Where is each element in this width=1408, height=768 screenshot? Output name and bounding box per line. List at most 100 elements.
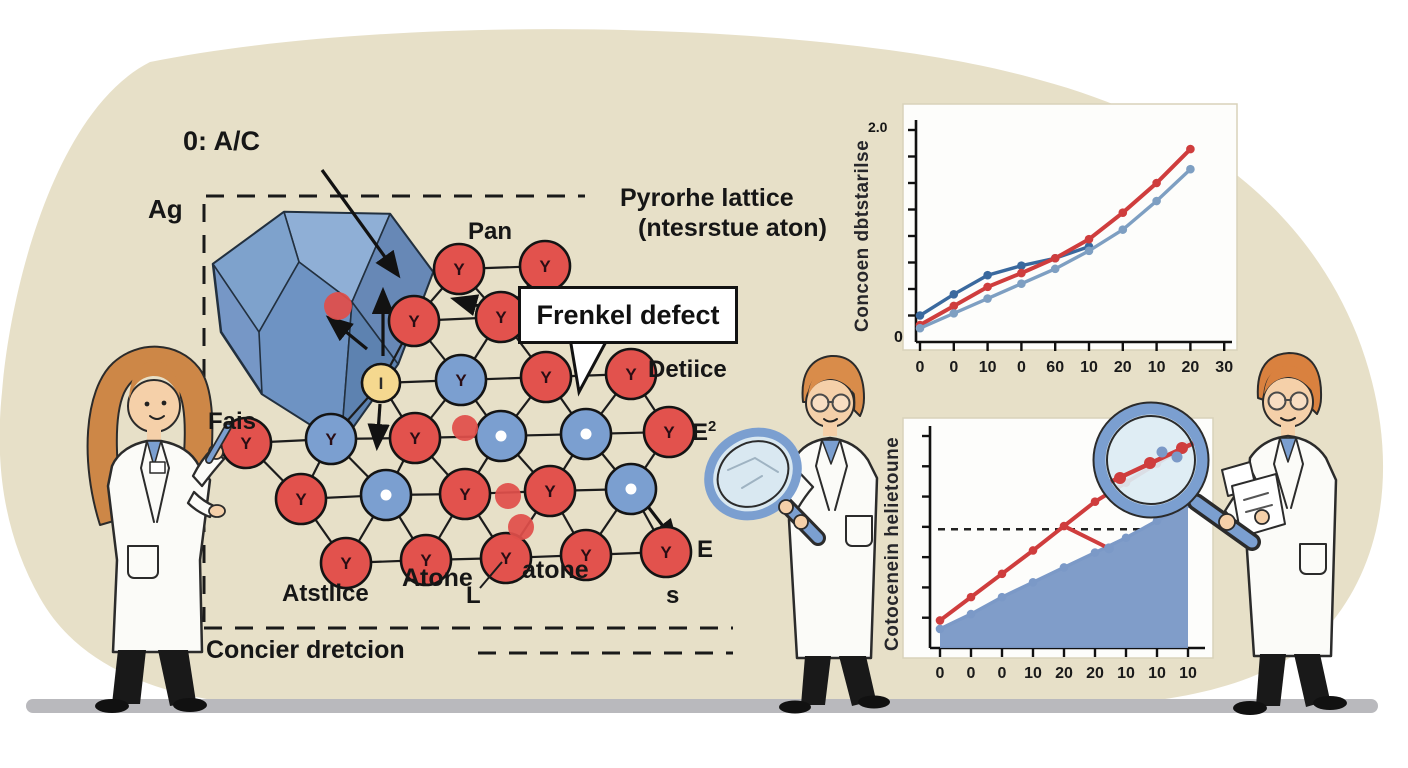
shoe — [779, 700, 811, 714]
atom-circle — [523, 464, 577, 518]
pants-leg — [112, 650, 146, 704]
pan-label: Pan — [468, 218, 513, 245]
scientist-middle — [775, 354, 890, 714]
shoe — [173, 698, 207, 712]
eye — [161, 400, 167, 406]
atom-circle — [559, 528, 613, 582]
atom-circle — [639, 525, 693, 579]
marker-light-blue — [983, 294, 992, 303]
lattice-atom-blue — [604, 462, 658, 516]
vacancy-dot — [380, 489, 392, 501]
marker-light-blue — [1084, 246, 1094, 256]
interstitial-dot — [508, 514, 534, 540]
atom-circle — [304, 412, 358, 466]
atom-letter: Y — [660, 543, 672, 562]
atom-circle — [387, 294, 441, 348]
atone-label: Atone — [402, 564, 473, 592]
atom-circle — [604, 347, 658, 401]
x-tick-label: 10 — [1080, 359, 1098, 376]
hand — [1218, 513, 1236, 531]
ground-line — [26, 699, 1378, 713]
defect-arrow — [325, 315, 369, 351]
x-tick-label: 10 — [979, 359, 997, 376]
marker-light-blue — [915, 323, 925, 333]
marker-light-blue — [1118, 225, 1128, 234]
marker-red — [1118, 208, 1128, 217]
lab-coat — [787, 436, 879, 660]
hand — [208, 504, 226, 518]
atom-circle — [274, 472, 328, 526]
atom-letter: Y — [408, 312, 420, 331]
x-tick-label: 20 — [1055, 665, 1073, 682]
marker-red — [1028, 546, 1038, 555]
marker-light-blue — [1186, 164, 1195, 174]
lattice-atom-blue — [559, 407, 613, 461]
shoe — [95, 699, 129, 713]
lattice-atom-red: Y — [438, 467, 492, 521]
x-tick-label: 0 — [949, 359, 958, 376]
atom-letter: Y — [540, 368, 552, 387]
lattice-atom-blue: Y — [434, 353, 488, 407]
hair-fringe — [129, 361, 180, 400]
atom-letter: Y — [453, 260, 465, 279]
marker-dark-blue — [915, 311, 925, 320]
hair-top — [808, 369, 855, 396]
lattice-atom-red: Y — [387, 294, 441, 348]
coat-pocket — [845, 515, 873, 547]
marker-red — [949, 301, 959, 311]
hand — [1254, 509, 1270, 525]
coat-lapels — [1273, 437, 1304, 509]
chart-top-panel — [902, 103, 1238, 351]
x-tick-label: 0 — [936, 665, 945, 682]
shirt — [1279, 437, 1297, 463]
vacancy-dot — [625, 483, 637, 495]
l-label-connector — [479, 561, 503, 589]
lattice-atom-red: Y — [523, 464, 577, 518]
atom-letter: Y — [340, 554, 352, 573]
marker-red — [1017, 268, 1026, 278]
magnifier-middle — [704, 427, 826, 546]
lattice-atom-red: Y — [642, 405, 696, 459]
chart-top-ytick-max: 2.0 — [868, 119, 888, 135]
marker-blue-area — [1121, 533, 1131, 543]
magnifier-rim — [704, 427, 802, 521]
atstlice-label: Atstlice — [282, 580, 369, 607]
chart-top: 0 0 10 0 60 10 20 10 20 30 — [908, 120, 1233, 376]
x-tick-label: 10 — [1148, 359, 1166, 376]
scientist-left — [86, 345, 232, 713]
frenkel-defect-callout: Frenkel defect — [518, 286, 738, 344]
marker-dark-blue — [1017, 261, 1026, 270]
lattice-atom-red: Y — [639, 525, 693, 579]
atom-circle — [642, 405, 696, 459]
x-tick-label: 10 — [1148, 665, 1166, 682]
x-tick-label: 20 — [1086, 665, 1104, 682]
lattice-atom-blue — [474, 409, 528, 463]
atom-circle — [388, 411, 442, 465]
lens-reflection-lines — [727, 456, 779, 489]
defect-arrow — [320, 169, 401, 279]
lattice-title-line1: Pyrorhe lattice — [620, 184, 794, 212]
lattice-boundary-dashed — [202, 194, 733, 655]
marker-blue-area — [966, 609, 976, 619]
e2-sup: 2 — [708, 419, 717, 435]
lattice-atom-red: Y — [274, 472, 328, 526]
smile — [149, 415, 165, 420]
marker-red — [1090, 497, 1100, 507]
glasses-lens — [1289, 391, 1309, 411]
pants-leg — [1294, 654, 1330, 707]
lens-magnified-content — [1104, 440, 1197, 487]
atom-letter: Y — [459, 485, 471, 504]
x-tick-label: 60 — [1046, 359, 1064, 376]
atom-circle — [438, 467, 492, 521]
lattice-atom-blue — [359, 468, 413, 522]
lattice-atom-red: Y — [559, 528, 613, 582]
fais-label: Fais — [208, 408, 257, 435]
detiice-label: Detiice — [648, 356, 727, 383]
coat-lapels — [815, 439, 848, 511]
marker-red — [1152, 178, 1161, 188]
atom-letter: Y — [409, 429, 421, 448]
extra-dot — [1103, 543, 1114, 554]
glasses-lens — [1267, 391, 1287, 411]
